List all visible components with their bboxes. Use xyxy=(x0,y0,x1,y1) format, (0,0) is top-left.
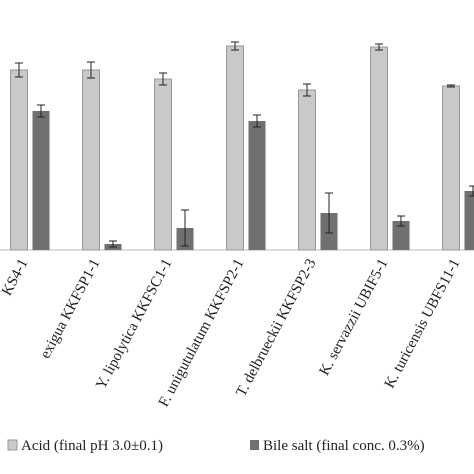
error-bar xyxy=(253,114,261,128)
error-bar xyxy=(109,240,117,248)
bar xyxy=(392,221,410,250)
bar xyxy=(370,46,388,251)
x-tick-label: KS4-1 xyxy=(0,256,32,298)
bar xyxy=(442,85,460,251)
x-tick-label: K. servazzii UBIF5-1 xyxy=(317,256,392,378)
error-bar xyxy=(469,185,474,197)
legend-label: Acid (final pH 3.0±0.1) xyxy=(21,438,163,454)
error-bar xyxy=(375,43,383,51)
legend-label: Bile salt (final conc. 0.3%) xyxy=(263,438,425,454)
bar xyxy=(298,89,316,251)
bar xyxy=(10,69,28,251)
x-tick-label: T. delbrueckii KKFSP2-3 xyxy=(233,256,319,399)
bar xyxy=(464,191,474,250)
error-bar xyxy=(181,209,189,247)
bar xyxy=(82,69,100,251)
bar xyxy=(226,45,244,251)
error-bar xyxy=(303,83,311,97)
x-tick-label: exigua KKFSP1-1 xyxy=(38,256,104,361)
legend-swatch xyxy=(7,439,18,451)
error-bar xyxy=(87,61,95,79)
error-bar xyxy=(325,192,333,234)
error-bar xyxy=(231,41,239,51)
error-bar xyxy=(397,215,405,227)
bar xyxy=(154,78,172,251)
error-bar xyxy=(37,104,45,118)
x-tick-label: Y. lipolytica KKFSC1-1 xyxy=(93,256,175,392)
legend-swatch xyxy=(250,440,259,450)
bar xyxy=(248,121,266,250)
x-tick-label: K. turicensis UBFS11-1 xyxy=(382,256,464,391)
x-tick-label: F. unigutulatum KKFSP2-1 xyxy=(156,256,248,409)
bar xyxy=(32,111,50,250)
error-bar xyxy=(159,72,167,86)
error-bar xyxy=(15,62,23,78)
error-bar xyxy=(447,84,455,88)
